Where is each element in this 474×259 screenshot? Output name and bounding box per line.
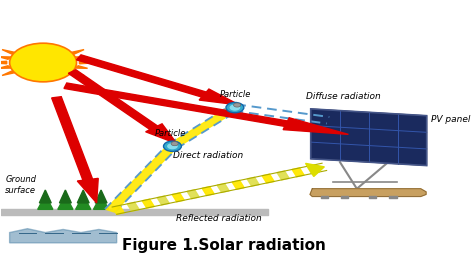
Text: Particle: Particle [155,130,186,139]
Circle shape [167,143,178,149]
Polygon shape [310,189,426,197]
Polygon shape [127,202,139,211]
Polygon shape [0,61,7,64]
Polygon shape [58,195,73,209]
Polygon shape [247,177,259,186]
Polygon shape [76,55,239,105]
Polygon shape [68,70,177,144]
Polygon shape [106,145,177,212]
Polygon shape [59,190,71,203]
Polygon shape [157,196,169,205]
Text: Diffuse radiation: Diffuse radiation [306,92,381,100]
Polygon shape [66,49,84,55]
Polygon shape [54,48,62,52]
Polygon shape [2,70,20,75]
Polygon shape [0,57,11,59]
Circle shape [9,43,76,82]
Polygon shape [9,229,117,243]
Polygon shape [202,187,214,196]
Polygon shape [307,165,319,174]
Polygon shape [142,199,154,208]
Polygon shape [75,57,88,59]
Polygon shape [25,48,33,52]
Polygon shape [232,181,244,189]
Polygon shape [2,49,20,55]
Circle shape [234,103,241,107]
Text: Direct radiation: Direct radiation [173,151,243,160]
Text: Particle: Particle [220,90,252,99]
Polygon shape [77,190,89,203]
Polygon shape [311,109,427,166]
Polygon shape [76,195,91,209]
Circle shape [164,141,182,152]
Polygon shape [52,97,98,203]
Polygon shape [39,190,51,203]
Polygon shape [292,168,304,177]
Circle shape [171,142,178,146]
Polygon shape [66,70,84,75]
Polygon shape [39,74,47,81]
Text: Reflected radiation: Reflected radiation [176,214,262,223]
Polygon shape [172,193,184,202]
Polygon shape [80,61,101,64]
Polygon shape [0,66,11,68]
Text: Figure 1.Solar radiation: Figure 1.Solar radiation [122,238,326,253]
Polygon shape [217,184,229,192]
Polygon shape [262,174,274,183]
Text: Ground
surface: Ground surface [5,175,36,195]
Text: PV panel: PV panel [431,114,471,124]
Polygon shape [25,73,33,77]
Polygon shape [64,83,348,134]
Polygon shape [277,171,289,180]
Polygon shape [187,190,199,199]
Polygon shape [112,205,124,214]
Polygon shape [93,195,109,209]
Circle shape [229,105,240,111]
Polygon shape [54,73,62,77]
Polygon shape [306,163,324,176]
Polygon shape [169,106,238,148]
Polygon shape [38,195,53,209]
Polygon shape [75,66,88,68]
Polygon shape [95,190,107,203]
Polygon shape [39,44,47,51]
Circle shape [226,103,244,113]
